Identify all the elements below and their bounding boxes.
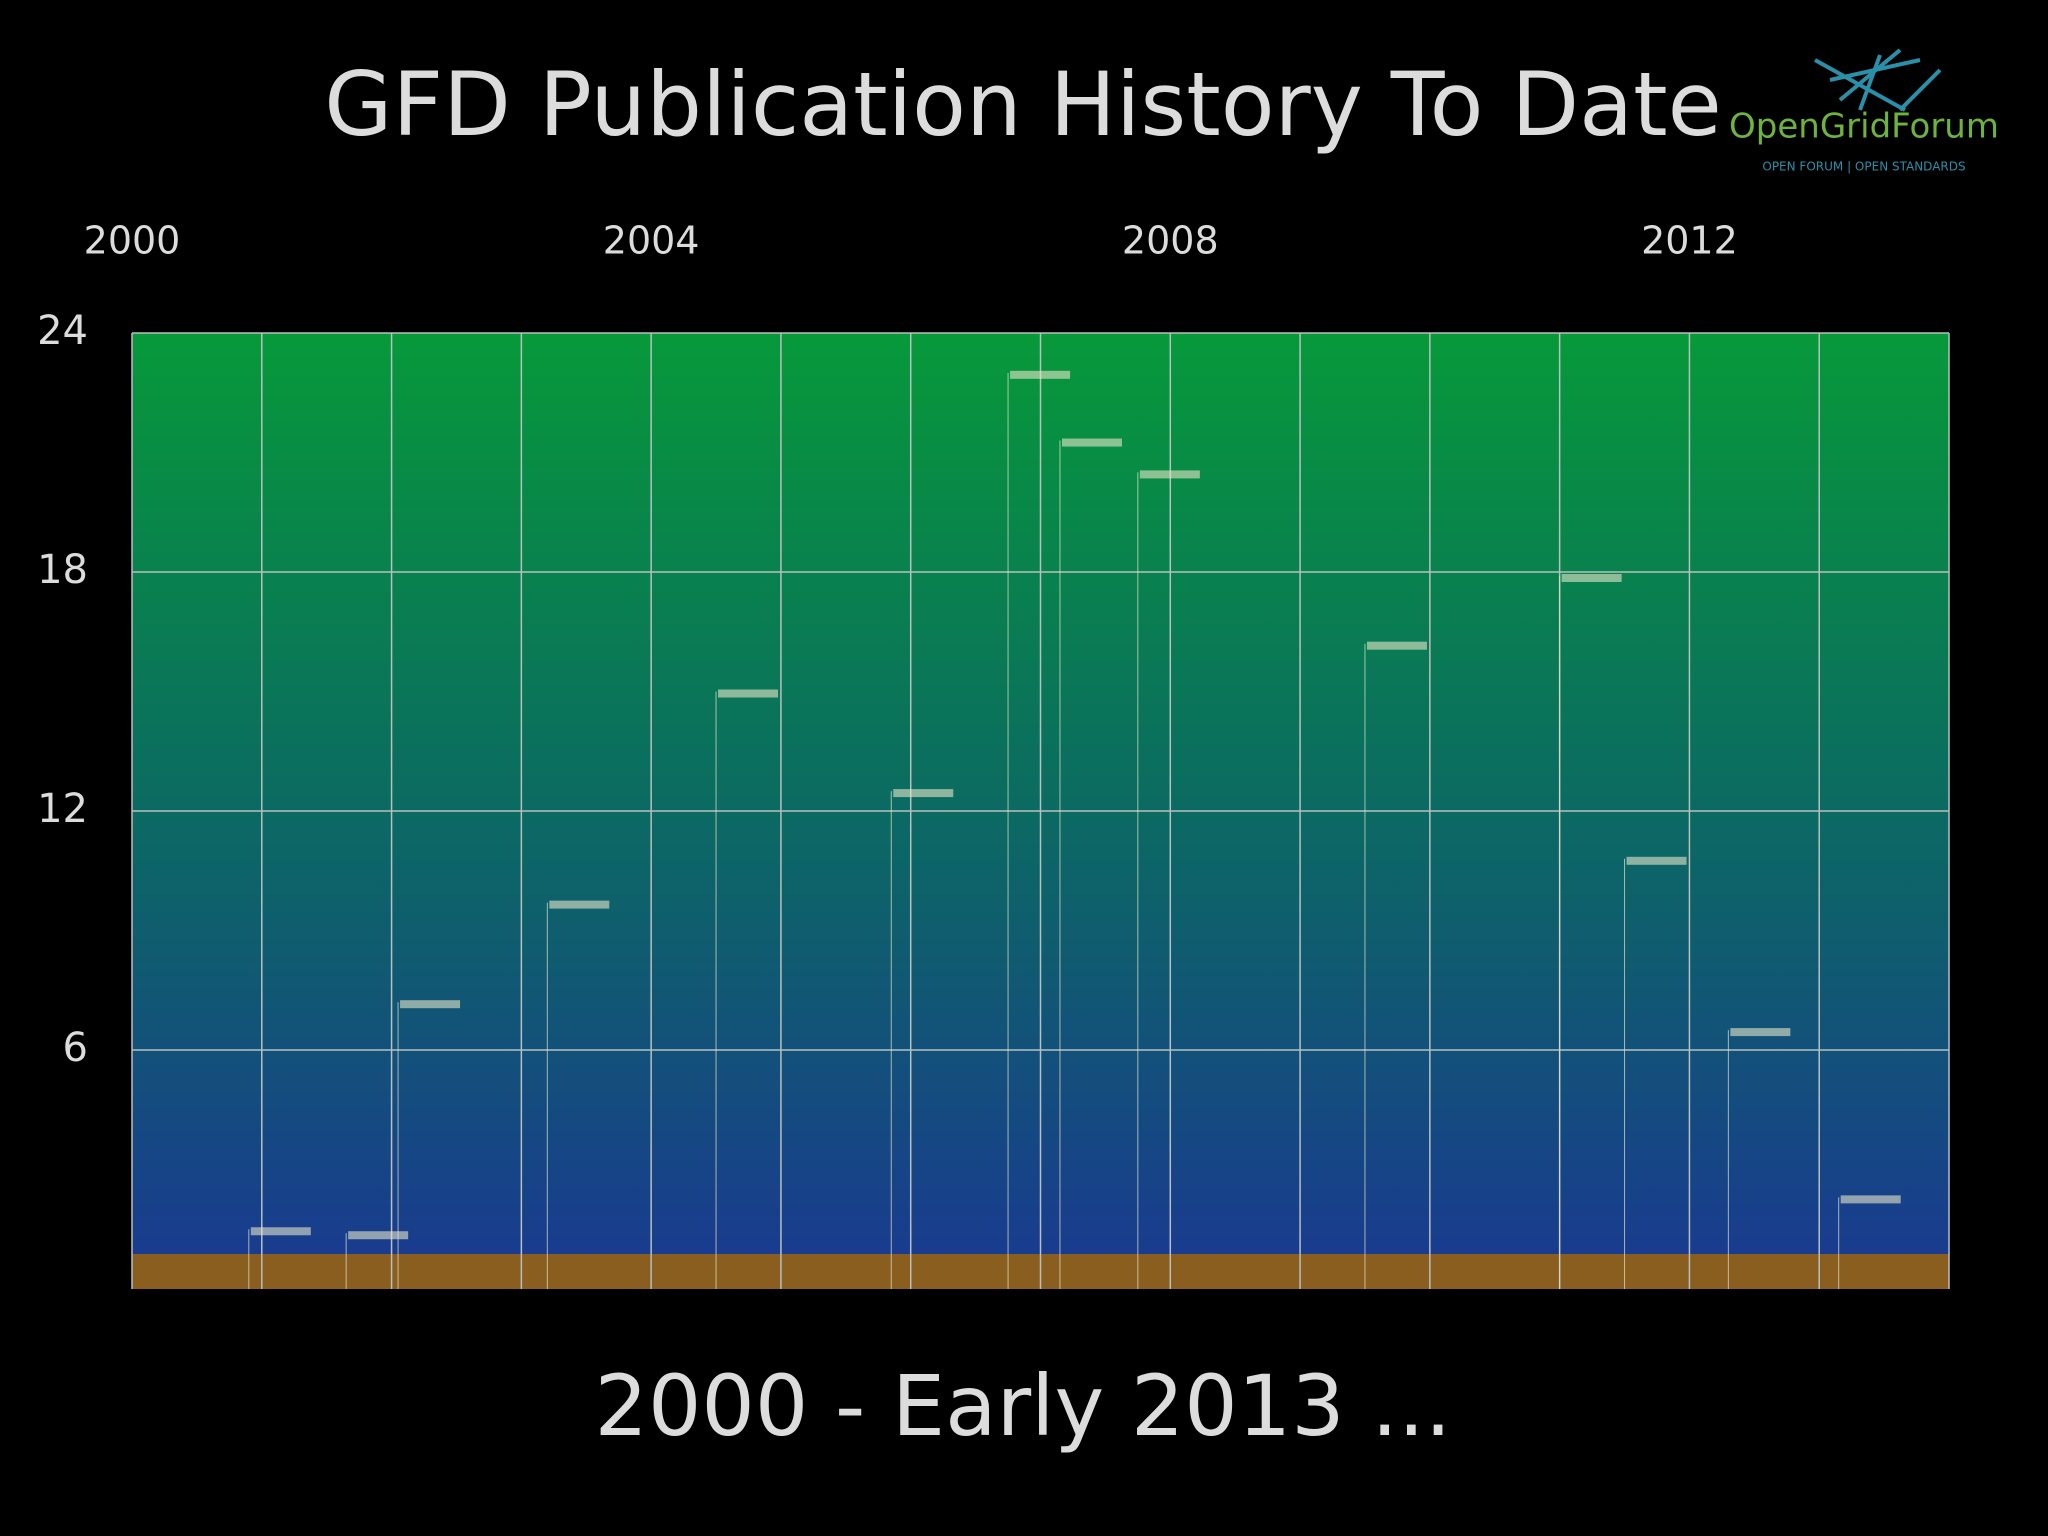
publication-label [1626, 856, 1687, 865]
logo-graphic [1814, 48, 1942, 112]
chart-title: GFD Publication History To Date [324, 53, 1721, 156]
y-tick-label: 12 [37, 786, 88, 832]
publication-label [1366, 641, 1427, 650]
x-tick-label: 2000 [84, 219, 181, 263]
logo-name: OpenGridForum [1729, 107, 1999, 147]
y-tick-label: 18 [37, 547, 88, 593]
publication-label [1139, 470, 1200, 479]
publication-label [718, 689, 779, 698]
y-tick-label: 6 [63, 1025, 88, 1071]
x-tick-label: 2012 [1641, 219, 1738, 263]
publication-label [1561, 573, 1622, 582]
publication-label [1840, 1195, 1901, 1204]
publication-label [1730, 1028, 1791, 1037]
plot: 6 12 18 24 2000 2004 2008 2012 [37, 219, 1950, 1289]
publication-label [250, 1227, 311, 1236]
publication-label [549, 900, 610, 909]
publication-label [400, 1000, 461, 1009]
publication-label [893, 789, 954, 798]
chart-subtitle: 2000 - Early 2013 ... [595, 1357, 1452, 1455]
publication-label [1010, 370, 1071, 379]
publication-label [1061, 438, 1122, 447]
logo: OpenGridForum OPEN FORUM | OPEN STANDARD… [1729, 48, 1999, 174]
y-tick-label: 24 [37, 308, 88, 354]
x-tick-label: 2004 [603, 219, 700, 263]
logo-tagline: OPEN FORUM | OPEN STANDARDS [1762, 160, 1965, 174]
x-tick-label: 2008 [1122, 219, 1219, 263]
publication-label [348, 1231, 409, 1240]
